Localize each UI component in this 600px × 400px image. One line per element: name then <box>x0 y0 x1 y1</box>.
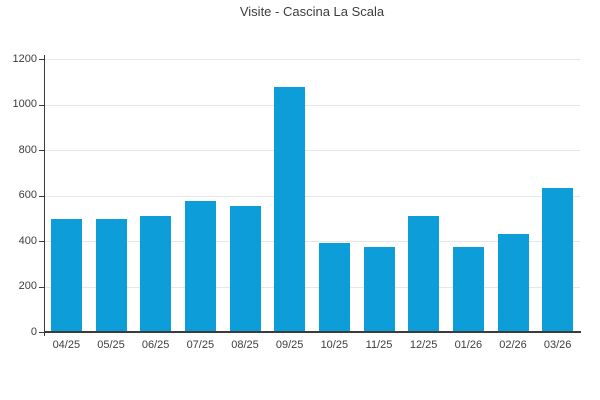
bar-11/25 <box>363 246 395 332</box>
bar-06/25 <box>140 215 172 332</box>
y-axis-line <box>44 55 45 336</box>
bar-01/26 <box>452 246 484 332</box>
y-axis-label-1200: 1200 <box>12 52 37 65</box>
y-tick-200 <box>39 286 44 288</box>
x-axis-label-02/26: 02/26 <box>499 339 527 351</box>
bar-07/25 <box>184 201 216 332</box>
x-axis-label-10/25: 10/25 <box>320 339 349 351</box>
bar-10/25 <box>318 243 350 332</box>
bar-02/26 <box>497 234 529 332</box>
x-axis-label-08/25: 08/25 <box>231 339 259 351</box>
chart-title: Visite - Cascina La Scala <box>239 4 385 19</box>
x-axis-label-04/25: 04/25 <box>52 339 81 351</box>
bar-05/25 <box>95 219 127 332</box>
y-axis-label-600: 600 <box>18 189 37 201</box>
bar-09/25 <box>274 87 306 332</box>
bar-08/25 <box>229 205 261 332</box>
x-axis-label-01/26: 01/26 <box>454 339 483 351</box>
gridline-800 <box>44 150 580 151</box>
x-axis-label-06/25: 06/25 <box>141 339 170 351</box>
plot-area <box>44 59 580 332</box>
x-axis-label-11/25: 11/25 <box>365 339 393 351</box>
y-tick-1000 <box>39 104 44 106</box>
y-axis-label-800: 800 <box>18 143 37 156</box>
gridline-400 <box>44 241 580 242</box>
y-tick-800 <box>39 150 44 151</box>
x-axis-label-07/25: 07/25 <box>186 339 215 351</box>
y-tick-0 <box>39 332 44 333</box>
x-axis-line <box>44 331 581 333</box>
bar-04/25 <box>50 219 82 332</box>
x-axis-label-05/25: 05/25 <box>97 339 125 351</box>
bar-03/26 <box>542 187 574 332</box>
y-tick-1200 <box>39 59 44 60</box>
x-axis-label-09/25: 09/25 <box>275 339 304 351</box>
y-axis-label-200: 200 <box>18 280 37 292</box>
y-tick-400 <box>39 241 44 242</box>
gridline-1200 <box>44 59 580 60</box>
gridline-600 <box>44 195 580 197</box>
x-axis-label-03/26: 03/26 <box>543 339 572 351</box>
y-axis-label-400: 400 <box>18 234 37 247</box>
x-axis-label-12/25: 12/25 <box>409 339 438 351</box>
y-axis-label-1000: 1000 <box>12 98 37 110</box>
gridline-1000 <box>44 104 580 106</box>
gridline-200 <box>44 286 580 288</box>
y-axis-label-0: 0 <box>30 325 37 338</box>
y-tick-600 <box>39 195 44 197</box>
bar-12/25 <box>408 215 440 332</box>
